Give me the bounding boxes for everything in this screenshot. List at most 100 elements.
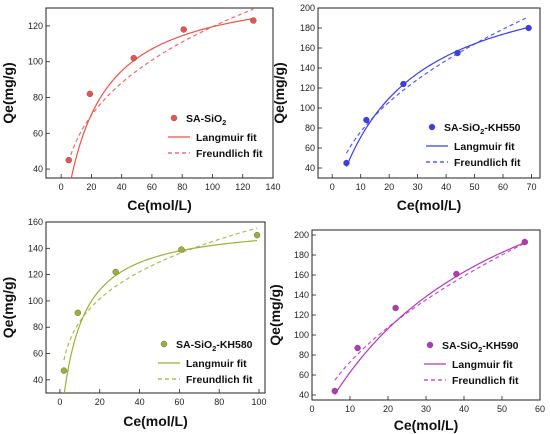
data-point [60, 367, 68, 374]
data-point [130, 54, 137, 62]
x-tick-label: 0 [59, 182, 64, 192]
legend-label-freundlich: Freundlich fit [454, 157, 521, 169]
x-tick-label: 40 [441, 182, 451, 192]
plot-frame [45, 7, 274, 179]
y-tick-label: 80 [305, 123, 315, 133]
y-tick-label: 140 [294, 290, 309, 300]
chart-panel-sa-sio2-kh550: 0 10 20 30 40 50 60 70 40 60 80 100 120 140 160 180 200 C… [271, 3, 541, 213]
legend-label-main: SA-SiO [444, 122, 480, 134]
x-tick-label: 50 [497, 404, 507, 414]
x-tick-label: 20 [383, 404, 393, 414]
langmuir-fit-line [70, 18, 254, 178]
legend-label-langmuir: Langmuir fit [454, 141, 515, 153]
chart-panel-sa-sio2: 0 20 40 60 80 100 120 140 40 60 80 100 120 Ce(mol/L) Q… [0, 7, 281, 213]
y-tick-label: 200 [294, 230, 309, 240]
plot-frame [45, 221, 266, 394]
data-point [112, 268, 119, 276]
y-tick-label: 60 [305, 143, 315, 153]
x-tick-label: 0 [309, 404, 314, 414]
chart-panel-sa-sio2-kh580: 0 20 40 60 80 100 40 60 80 100 120 140 160 Ce(mol/L) Q… [0, 217, 267, 429]
data-point [331, 387, 338, 395]
legend-marker [170, 114, 178, 122]
y-tick-label: 40 [33, 375, 43, 385]
y-tick-label: 100 [294, 330, 309, 340]
x-tick-label: 60 [498, 182, 508, 192]
y-axis-title: Qe(mg/g) [0, 62, 16, 123]
legend-label-suffix: -KH550 [484, 122, 520, 134]
x-tick-label: 40 [117, 182, 127, 192]
legend-label-subscript: 2 [480, 127, 484, 136]
x-tick-label: 30 [413, 182, 423, 192]
data-point [521, 238, 528, 246]
legend-label-main: SA-SiO [176, 339, 212, 351]
data-point [525, 24, 532, 32]
langmuir-fit-line [63, 239, 258, 393]
freundlich-fit-line [345, 16, 529, 154]
data-point [180, 26, 187, 33]
legend-label-langmuir: Langmuir fit [196, 132, 257, 144]
y-tick-label: 160 [28, 217, 43, 227]
legend-label-subscript: 2 [478, 345, 482, 354]
legend-label-data: SA-SiO2-KH590 [442, 340, 519, 354]
y-tick-label: 100 [28, 296, 43, 306]
x-tick-label: 80 [177, 182, 187, 192]
y-tick-label: 60 [33, 128, 43, 138]
y-tick-label: 100 [300, 103, 315, 113]
freundlich-fit-line [334, 242, 526, 381]
y-axis-title: Qe(mg/g) [0, 277, 16, 338]
legend-label-suffix: -KH590 [482, 340, 518, 352]
x-tick-label: 60 [535, 404, 545, 414]
data-point [74, 309, 82, 316]
y-tick-label: 60 [33, 349, 43, 359]
y-tick-label: 120 [28, 21, 43, 31]
x-tick-label: 60 [147, 182, 157, 192]
data-point [354, 344, 361, 352]
x-axis-title: Ce(mol/L) [127, 197, 192, 213]
y-tick-label: 40 [33, 164, 43, 174]
x-axis-title: Ce(mol/L) [397, 197, 462, 213]
chart-panel-sa-sio2-kh590: 0 10 20 30 40 50 60 40 60 80 100 120 140 160 180 200 Ce(… [267, 229, 545, 433]
x-tick-label: 100 [205, 182, 220, 192]
y-tick-label: 80 [33, 322, 43, 332]
legend-label-main: SA-SiO [186, 113, 222, 125]
x-tick-label: 50 [470, 182, 480, 192]
x-tick-label: 10 [356, 182, 366, 192]
legend-label-langmuir: Langmuir fit [452, 359, 513, 371]
legend-label-freundlich: Freundlich fit [196, 148, 263, 160]
data-point [86, 90, 94, 98]
y-axis-title: Qe(mg/g) [267, 284, 283, 345]
y-tick-label: 180 [294, 250, 309, 260]
legend-label-freundlich: Freundlich fit [452, 375, 519, 387]
data-point [65, 156, 72, 164]
legend-label-data: SA-SiO2-KH550 [444, 122, 521, 136]
x-axis-title: Ce(mol/L) [394, 417, 459, 433]
data-point [454, 49, 461, 57]
x-tick-label: 60 [174, 397, 184, 407]
x-tick-label: 20 [86, 182, 96, 192]
data-point [343, 159, 350, 167]
legend-label-data: SA-SiO2 [186, 113, 226, 127]
y-tick-label: 140 [28, 243, 43, 253]
legend-label-freundlich: Freundlich fit [186, 374, 253, 386]
x-tick-label: 20 [384, 182, 394, 192]
langmuir-fit-line [345, 26, 529, 167]
data-point [250, 17, 257, 24]
data-point [178, 246, 185, 253]
x-tick-label: 0 [57, 397, 62, 407]
y-tick-label: 160 [300, 43, 315, 53]
y-tick-label: 120 [300, 83, 315, 93]
data-point [400, 80, 407, 88]
y-tick-label: 200 [300, 3, 315, 13]
legend-label-main: SA-SiO [442, 340, 478, 352]
legend-label-suffix: -KH580 [216, 339, 252, 351]
legend-label-langmuir: Langmuir fit [186, 358, 247, 370]
data-point [392, 304, 399, 312]
freundlich-fit-line [63, 227, 258, 361]
langmuir-fit-line [334, 242, 526, 395]
y-tick-label: 40 [299, 390, 309, 400]
x-tick-label: 0 [330, 182, 335, 192]
data-point [253, 231, 261, 239]
legend-label-subscript: 2 [222, 118, 226, 127]
freundlich-fit-line [68, 8, 254, 162]
